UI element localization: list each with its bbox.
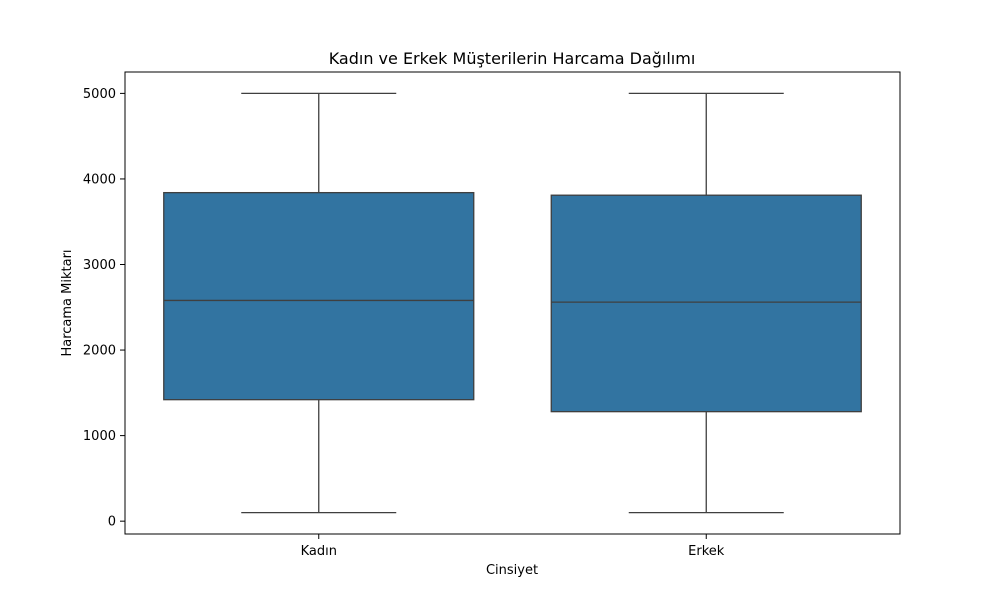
y-tick-label: 2000 (83, 344, 116, 359)
box-2-iqr-box (550, 194, 862, 413)
y-tick-label: 1000 (83, 429, 116, 444)
y-axis-label: Harcama Miktarı (60, 249, 75, 356)
box-1-iqr-box (163, 191, 475, 401)
y-tick-label: 5000 (83, 87, 116, 102)
x-tick-label: Erkek (688, 544, 725, 559)
y-tick-label: 4000 (83, 172, 116, 187)
y-axis: 0 1000 2000 3000 4000 5000 (83, 87, 125, 530)
box-2 (550, 92, 862, 514)
y-tick-label: 3000 (83, 258, 116, 273)
plot-area (163, 92, 862, 514)
x-axis: Kadın Erkek (301, 534, 725, 559)
chart-title: Kadın ve Erkek Müşterilerin Harcama Dağı… (329, 49, 696, 68)
x-tick-label: Kadın (301, 544, 337, 559)
y-tick-label: 0 (108, 515, 116, 530)
box-1 (163, 92, 475, 514)
plot-frame (124, 71, 901, 535)
x-axis-label: Cinsiyet (486, 563, 538, 578)
